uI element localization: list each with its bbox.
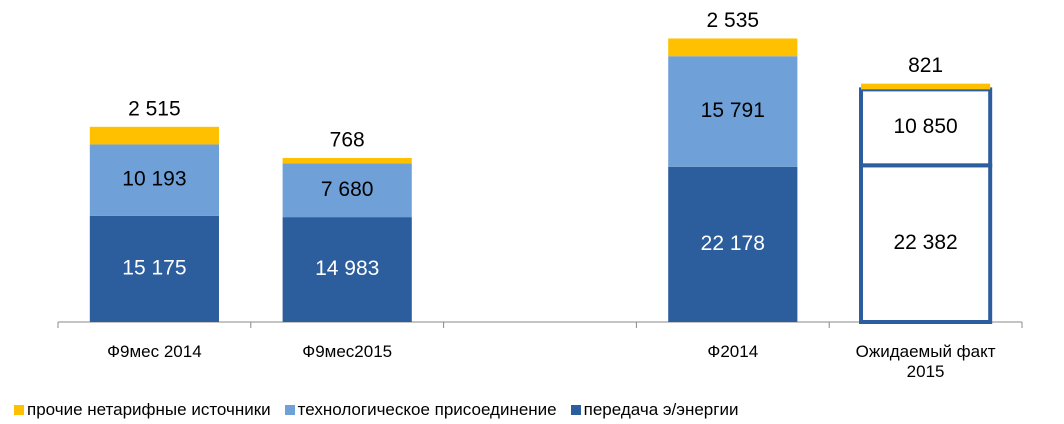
bar-label: 7 680 (321, 178, 374, 201)
bar-segment (89, 144, 219, 216)
bar-label: 14 983 (315, 257, 379, 280)
legend-item: технологическое присоединение (284, 400, 557, 420)
bar-segment (668, 166, 798, 322)
bar-segment (282, 217, 412, 322)
legend-item: прочие нетарифные источники (14, 400, 271, 420)
x-tick-label: Ф2014 (707, 342, 759, 361)
bar-label: 15 791 (701, 99, 765, 122)
bar-segment (89, 126, 219, 145)
bar-segment (282, 157, 412, 164)
bar-label: 2 515 (128, 97, 181, 120)
bar-label: 10 193 (122, 168, 186, 191)
bar-segment (668, 56, 798, 167)
legend-label: передача э/энергии (583, 400, 739, 419)
x-tick-label: Ф9мес2015 (302, 342, 393, 361)
legend-label: прочие нетарифные источники (27, 400, 271, 419)
bar-segment (89, 215, 219, 322)
x-tick-label: Ожидаемый факт 2015 (855, 342, 996, 381)
bar-label: 2 535 (707, 9, 760, 32)
bar-label: 10 850 (893, 115, 957, 138)
legend-swatch (284, 405, 295, 415)
bar-segment (282, 163, 412, 218)
legend-swatch (14, 405, 24, 415)
bar-segment (859, 163, 993, 324)
bar-label: 22 382 (893, 231, 957, 254)
bar-label: 15 175 (122, 256, 186, 279)
legend-item: передача э/энергии (570, 400, 739, 420)
x-tick-label: Ф9мес 2014 (107, 342, 202, 361)
legend: прочие нетарифные источники технологическ… (14, 400, 738, 420)
legend-label: технологическое присоединение (297, 400, 557, 419)
bar-segment (861, 83, 991, 90)
bar-label: 821 (908, 54, 943, 77)
bar-label: 22 178 (701, 232, 765, 255)
bar-segment (668, 38, 798, 57)
legend-swatch (570, 405, 581, 415)
bar-label: 768 (330, 129, 365, 152)
